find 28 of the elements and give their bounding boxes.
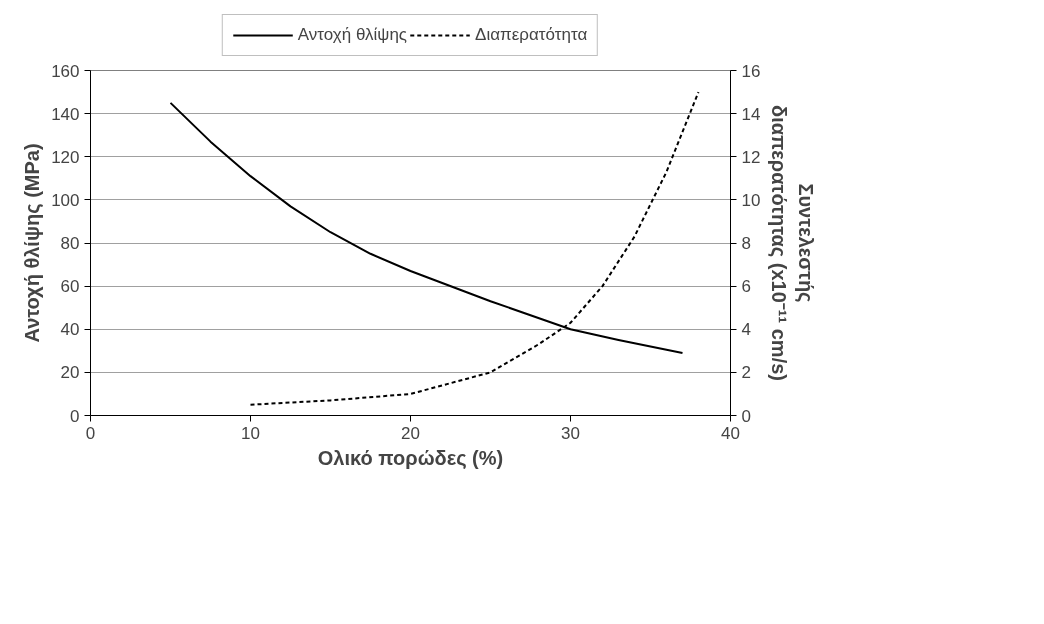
y2-tick-label: 6 xyxy=(741,277,751,297)
y-tick-label: 80 xyxy=(60,234,80,253)
x-tick-label: 0 xyxy=(85,423,96,443)
y-axis-title: Αντοχή θλίψης (MPa) xyxy=(21,143,44,343)
y2-axis-title: Συντελεστής διαπερατότητας (x10⁻¹¹ cm/s) xyxy=(768,105,817,381)
legend-label: Διαπερατότητα xyxy=(475,25,588,45)
x-tick-label: 10 xyxy=(241,423,260,443)
y2-tick-label: 14 xyxy=(741,104,761,124)
y2-tick-label: 4 xyxy=(741,320,751,340)
y-tick-label: 160 xyxy=(51,61,80,81)
y2-tick-label: 12 xyxy=(741,147,761,167)
y-tick-label: 20 xyxy=(60,363,80,383)
y2-tick-label: 10 xyxy=(741,190,761,210)
x-tick-label: 20 xyxy=(401,423,420,443)
y2-tick-label: 16 xyxy=(741,61,761,81)
y-tick-label: 100 xyxy=(51,190,80,210)
x-axis-title: Ολικό πορώδες (%) xyxy=(317,446,504,469)
x-tick-label: 40 xyxy=(721,423,740,443)
y2-tick-label: 8 xyxy=(741,234,751,253)
y2-tick-label: 0 xyxy=(741,406,751,426)
y-tick-label: 140 xyxy=(51,104,80,124)
x-tick-label: 30 xyxy=(561,423,580,443)
y-tick-label: 60 xyxy=(60,277,80,297)
y2-tick-label: 2 xyxy=(741,363,751,383)
y-tick-label: 40 xyxy=(60,320,80,340)
y-tick-label: 120 xyxy=(51,147,80,167)
y-tick-label: 0 xyxy=(70,406,80,426)
legend-label: Αντοχή θλίψης xyxy=(297,25,408,45)
